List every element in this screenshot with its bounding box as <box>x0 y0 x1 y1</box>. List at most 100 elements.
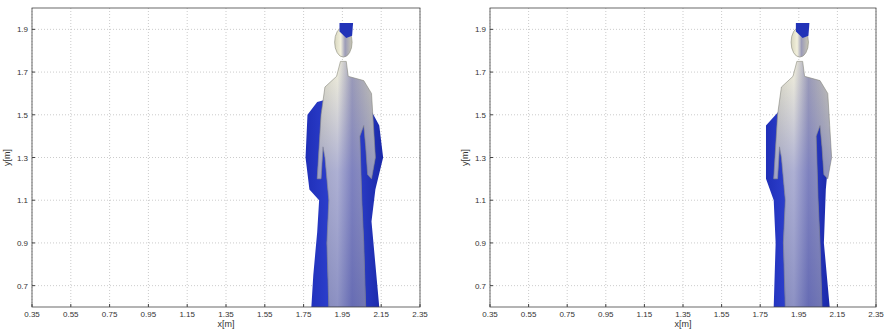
tick <box>32 114 35 115</box>
grid-line <box>148 8 149 307</box>
grid-line <box>490 72 876 73</box>
axis-label: x[m] <box>218 319 235 329</box>
tick <box>567 304 568 307</box>
tick-label: 1.55 <box>257 310 273 319</box>
tick-label: 0.9 <box>475 239 487 248</box>
grid-line <box>109 8 110 307</box>
axis-label: x[m] <box>675 319 692 329</box>
tick <box>303 304 304 307</box>
tick <box>683 304 684 307</box>
tick-label: 1.3 <box>475 154 487 163</box>
tick-label: 1.9 <box>475 25 487 34</box>
tick <box>187 304 188 307</box>
tick-label: 1.75 <box>752 310 768 319</box>
rendering <box>306 23 384 307</box>
tick <box>721 304 722 307</box>
tick <box>32 29 35 30</box>
tick-label: 1.1 <box>17 196 29 205</box>
tick-label: 2.35 <box>412 310 428 319</box>
body-shade <box>317 61 375 307</box>
head-cap <box>339 23 353 38</box>
grid-line <box>528 8 529 307</box>
tick <box>32 285 35 286</box>
tick <box>264 304 265 307</box>
plot-area <box>490 8 876 307</box>
tick-label: 0.55 <box>521 310 537 319</box>
tick <box>32 72 35 73</box>
tick-label: 0.95 <box>141 310 157 319</box>
grid-line <box>490 29 876 30</box>
body <box>774 61 832 307</box>
tick <box>528 304 529 307</box>
body <box>317 61 375 307</box>
tick-label: 0.35 <box>482 310 498 319</box>
tick-label: 2.15 <box>830 310 846 319</box>
tick-label: 1.3 <box>17 154 29 163</box>
body-shade <box>774 61 832 307</box>
tick <box>32 200 35 201</box>
tick <box>490 29 493 30</box>
tick-label: 1.75 <box>296 310 312 319</box>
tick-label: 1.1 <box>475 196 487 205</box>
tick-label: 0.75 <box>559 310 575 319</box>
tick <box>490 200 493 201</box>
grid-line <box>264 8 265 307</box>
tick <box>837 304 838 307</box>
tick <box>490 157 493 158</box>
axis-label: y[m] <box>460 149 470 166</box>
tick-label: 0.7 <box>475 282 487 291</box>
axis-label: y[m] <box>2 149 12 166</box>
tick <box>644 304 645 307</box>
tick-label: 1.7 <box>17 68 29 77</box>
tick-label: 0.35 <box>24 310 40 319</box>
grid-line <box>32 29 420 30</box>
tick-label: 1.7 <box>475 68 487 77</box>
tick <box>490 242 493 243</box>
tick-label: 0.55 <box>63 310 79 319</box>
plot-area <box>32 8 420 307</box>
tick-label: 2.15 <box>373 310 389 319</box>
tick <box>381 304 382 307</box>
head-cap <box>796 23 810 38</box>
panel: 0.35 0.55 0.75 0.95 1.15 1.35 1.55 1.75 1.95 2.15… <box>2 8 428 329</box>
tick <box>32 157 35 158</box>
figure: 0.35 0.55 0.75 0.95 1.15 1.35 1.55 1.75 1.95 2.15… <box>0 0 892 335</box>
tick <box>490 72 493 73</box>
tick <box>70 304 71 307</box>
tick-label: 1.95 <box>335 310 351 319</box>
grid-line <box>567 8 568 307</box>
tick-label: 1.9 <box>17 25 29 34</box>
axes-frame <box>490 8 876 307</box>
tick <box>32 242 35 243</box>
tick-label: 1.35 <box>218 310 234 319</box>
tick-label: 1.15 <box>179 310 195 319</box>
tick-label: 0.75 <box>102 310 118 319</box>
tick-label: 1.5 <box>17 111 29 120</box>
tick <box>148 304 149 307</box>
tick-label: 1.95 <box>791 310 807 319</box>
tick-label: 1.55 <box>714 310 730 319</box>
tick <box>605 304 606 307</box>
tick-label: 1.35 <box>675 310 691 319</box>
grid-line <box>605 8 606 307</box>
tick <box>490 114 493 115</box>
tick-label: 0.9 <box>17 239 29 248</box>
grid-line <box>32 72 420 73</box>
tick-label: 0.7 <box>17 282 29 291</box>
tick-label: 0.95 <box>598 310 614 319</box>
tick <box>490 285 493 286</box>
tick-label: 1.5 <box>475 111 487 120</box>
grid-line <box>226 8 227 307</box>
grid-line <box>644 8 645 307</box>
grid-line <box>837 8 838 307</box>
tick <box>109 304 110 307</box>
rendering <box>766 23 832 307</box>
panel: 0.35 0.55 0.75 0.95 1.15 1.35 1.55 1.75 1.95 2.15… <box>460 8 884 329</box>
tick <box>760 304 761 307</box>
grid-line <box>187 8 188 307</box>
grid-line <box>303 8 304 307</box>
tick <box>226 304 227 307</box>
axes-frame <box>32 8 420 307</box>
tick-label: 2.35 <box>868 310 884 319</box>
tick-label: 1.15 <box>637 310 653 319</box>
